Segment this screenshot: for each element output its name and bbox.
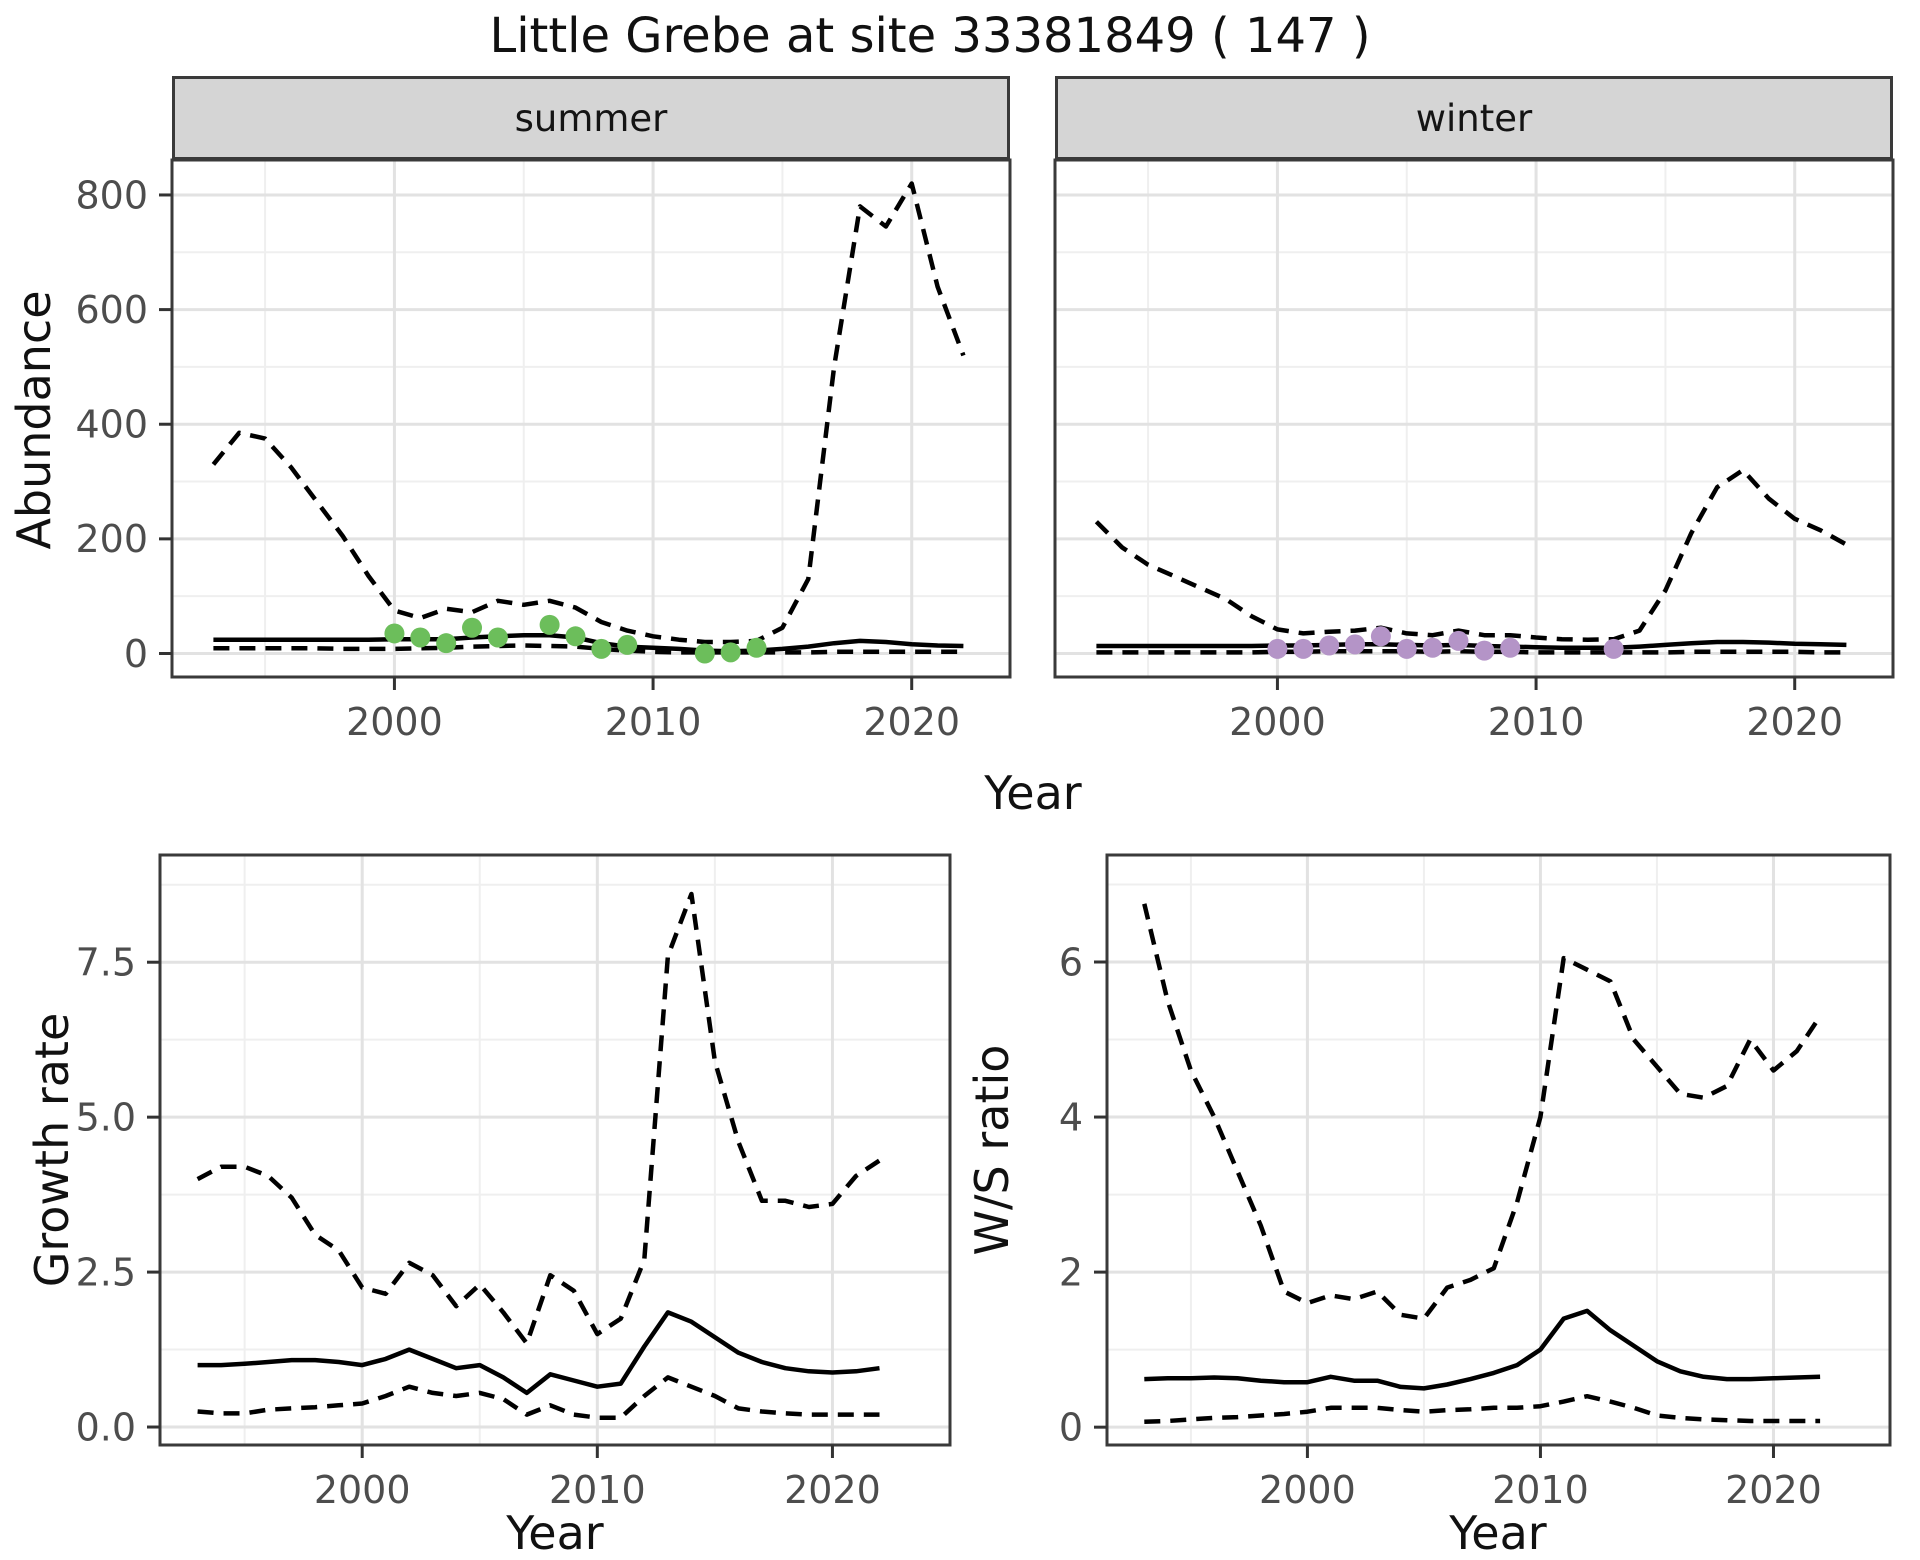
x-tick-label: 2010 xyxy=(549,1468,646,1512)
y-tick-label: 0 xyxy=(1059,1405,1083,1449)
panel-border xyxy=(158,853,952,1447)
data-point xyxy=(410,627,431,648)
panel-background xyxy=(1055,160,1893,677)
y-tick-label: 400 xyxy=(75,403,148,447)
lower-ci-line xyxy=(213,643,964,655)
data-point xyxy=(591,638,612,659)
data-point xyxy=(694,643,715,664)
data-point xyxy=(1474,640,1495,661)
data-point xyxy=(1500,637,1521,658)
winter-abundance-chart: 2000 2010 2020 xyxy=(1053,158,1895,744)
facet-label-winter: winter xyxy=(1415,96,1533,140)
x-tick-label: 2010 xyxy=(1492,1468,1589,1512)
data-points xyxy=(384,614,767,664)
x-tick-label: 2020 xyxy=(1725,1468,1822,1512)
y-tick-label: 2 xyxy=(1059,1250,1083,1294)
y-tick-label: 2.5 xyxy=(76,1250,136,1294)
axis-tick-labels: 2000 2010 2020 xyxy=(1229,700,1843,744)
abundance-axis-title: Abundance xyxy=(7,290,61,550)
axis-tick-labels: 2000 2010 2020 0 200 400 600 800 xyxy=(75,173,960,744)
y-tick-label: 0 xyxy=(124,632,148,676)
x-tick-label: 2020 xyxy=(863,700,960,744)
data-point xyxy=(487,627,508,648)
x-tick-label: 2020 xyxy=(1746,700,1843,744)
facet-label-summer: summer xyxy=(514,96,668,140)
data-points xyxy=(1267,626,1624,661)
data-point xyxy=(1603,638,1624,659)
data-point xyxy=(436,633,457,654)
data-point xyxy=(746,637,767,658)
data-point xyxy=(462,617,483,638)
mean-line xyxy=(213,632,964,654)
grid-major xyxy=(1107,855,1890,1445)
panel-background xyxy=(1107,855,1890,1445)
axis-ticks xyxy=(1094,960,1775,1458)
growth-xaxis-title: Year xyxy=(506,1506,604,1560)
upper-ci-line xyxy=(196,891,881,1346)
panel-border xyxy=(170,158,1012,679)
data-point xyxy=(539,614,560,635)
mean-line xyxy=(1144,1308,1821,1391)
growth-rate-chart: 2000 2010 2020 0.0 2.5 5.0 7.5 xyxy=(76,853,952,1512)
axis-ticks xyxy=(1275,677,1797,690)
x-tick-label: 2010 xyxy=(1488,700,1585,744)
y-tick-label: 7.5 xyxy=(76,941,136,985)
panel-background xyxy=(160,855,950,1445)
y-tick-label: 0.0 xyxy=(76,1405,136,1449)
grid-major xyxy=(172,160,1010,677)
data-point xyxy=(1422,637,1443,658)
data-point xyxy=(1319,635,1340,656)
data-point xyxy=(1267,638,1288,659)
facet-strip-summer: summer xyxy=(172,76,1010,160)
lower-ci-line xyxy=(197,1375,880,1420)
x-tick-label: 2000 xyxy=(1229,700,1326,744)
axis-ticks xyxy=(159,193,914,690)
data-point xyxy=(720,642,741,663)
x-tick-label: 2010 xyxy=(605,700,702,744)
y-tick-label: 6 xyxy=(1059,940,1083,984)
data-point xyxy=(617,634,638,655)
ws-xaxis-title: Year xyxy=(1449,1506,1547,1560)
y-tick-label: 4 xyxy=(1059,1095,1083,1139)
data-point xyxy=(1293,638,1314,659)
facet-strip-winter: winter xyxy=(1055,76,1893,160)
data-point xyxy=(1345,634,1366,655)
y-tick-label: 5.0 xyxy=(76,1095,136,1139)
upper-ci-line xyxy=(211,181,966,645)
summer-abundance-chart: 2000 2010 2020 0 200 400 600 800 xyxy=(75,158,1012,744)
y-tick-label: 600 xyxy=(75,288,148,332)
data-point xyxy=(565,626,586,647)
chart-title: Little Grebe at site 33381849 ( 147 ) xyxy=(489,8,1371,64)
axis-ticks xyxy=(147,960,834,1458)
lower-ci-line xyxy=(1096,648,1847,655)
data-point xyxy=(384,623,405,644)
lower-ci-line xyxy=(1144,1393,1821,1424)
x-tick-label: 2000 xyxy=(346,700,443,744)
x-tick-label: 2000 xyxy=(1259,1468,1356,1512)
axis-tick-labels: 2000 2010 2020 0.0 2.5 5.0 7.5 xyxy=(76,941,881,1512)
panel-border xyxy=(1053,158,1895,679)
panel-background xyxy=(172,160,1010,677)
mean-line xyxy=(197,1310,880,1396)
grid-minor xyxy=(1107,855,1890,1445)
grid-minor xyxy=(172,160,1010,677)
ws-ratio-chart: 2000 2010 2020 0 2 4 6 xyxy=(1059,853,1892,1512)
y-tick-label: 200 xyxy=(75,517,148,561)
ws-ratio-axis-title: W/S ratio xyxy=(965,1044,1019,1256)
axis-tick-labels: 2000 2010 2020 0 2 4 6 xyxy=(1059,940,1822,1512)
panel-border xyxy=(1105,853,1892,1447)
data-point xyxy=(1396,638,1417,659)
top-xaxis-title: Year xyxy=(984,766,1082,820)
data-point xyxy=(1448,630,1469,651)
grid-major xyxy=(160,855,950,1445)
growth-rate-axis-title: Growth rate xyxy=(25,1012,79,1288)
data-point xyxy=(1370,626,1391,647)
x-tick-label: 2000 xyxy=(314,1468,411,1512)
x-tick-label: 2020 xyxy=(784,1468,881,1512)
y-tick-label: 800 xyxy=(75,173,148,217)
mean-line xyxy=(1096,639,1847,651)
